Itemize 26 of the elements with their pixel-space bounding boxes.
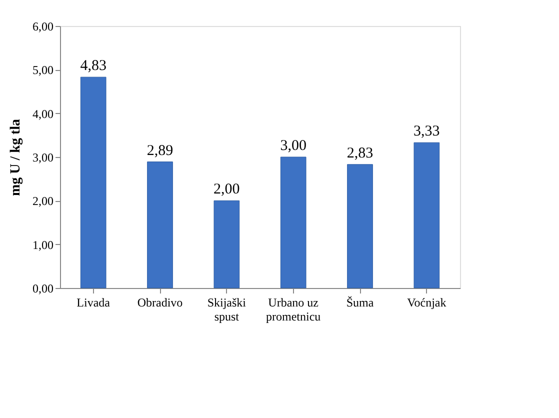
bar [347, 164, 373, 288]
y-tick-label: 3,00 [32, 150, 54, 164]
x-tick-label: Urbano uz prometnicu [266, 296, 321, 324]
data-label: 3,33 [414, 124, 440, 140]
y-tick-label: 4,00 [32, 106, 54, 121]
data-label: 4,83 [80, 58, 106, 74]
bar [147, 162, 173, 288]
bar [280, 156, 306, 288]
data-label: 2,89 [146, 142, 174, 159]
y-tick-label: 0,00 [32, 282, 54, 296]
y-tick-label: 5,00 [32, 63, 54, 78]
y-axis-title: mg U / kg tla [8, 119, 24, 196]
y-tick-label: 1,00 [32, 238, 54, 252]
y-tick-label: 2,00 [32, 194, 54, 208]
x-tick-label: Livada [76, 296, 111, 310]
bar [414, 142, 440, 288]
y-tick-label: 6,00 [32, 20, 54, 34]
x-tick-label: Voćnjak [407, 296, 446, 310]
x-tick-label: Šuma [346, 296, 374, 310]
data-label: 3,00 [280, 138, 306, 154]
data-label: 2,00 [214, 182, 240, 198]
x-tick-label: Skijaški spust [207, 296, 247, 324]
bar [214, 200, 240, 288]
bar [80, 76, 106, 288]
x-tick-label: Obradivo [137, 296, 183, 310]
data-label: 2,83 [346, 145, 374, 162]
